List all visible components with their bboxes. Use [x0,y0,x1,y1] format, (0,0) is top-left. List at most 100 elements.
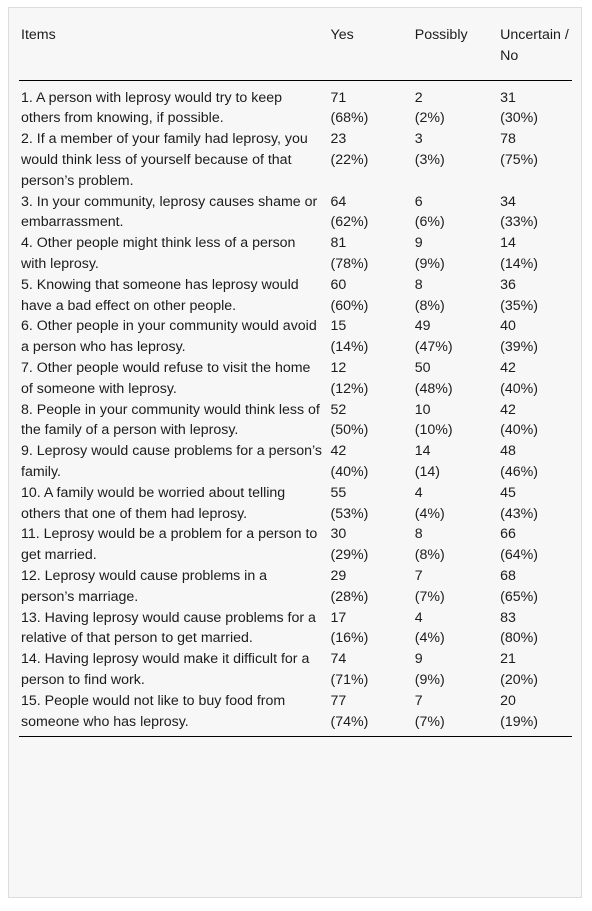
table-row: 5. Knowing that someone has leprosy woul… [19,275,572,317]
yes-cell: 60 (60%) [327,275,415,317]
yes-count: 29 [330,567,347,584]
uncertain-percent: (19%) [500,713,539,730]
possibly-cell: 8 (8%) [415,524,500,566]
yes-percent: (22%) [330,151,369,168]
possibly-cell: 8 (8%) [415,275,500,317]
uncertain-count: 45 [500,484,516,501]
uncertain-percent: (65%) [500,588,539,605]
possibly-count: 4 [414,609,423,626]
table-row: 7. Other people would refuse to visit th… [19,358,572,400]
uncertain-cell: 36 (35%) [500,275,572,317]
possibly-percent: (2%) [414,110,445,127]
table-row: 9. Leprosy would cause problems for a pe… [19,441,572,483]
uncertain-cell: 21 (20%) [500,649,572,691]
possibly-percent: (4%) [414,505,445,522]
table-row: 14. Having leprosy would make it difficu… [19,649,572,691]
item-text: 4. Other people might think less of a pe… [21,235,296,272]
possibly-cell: 3 (3%) [415,129,500,191]
possibly-percent: (6%) [414,214,445,231]
possibly-count: 4 [414,484,423,501]
uncertain-cell: 14 (14%) [500,233,572,275]
uncertain-cell: 42 (40%) [500,400,572,442]
table-row: 8. People in your community would think … [19,400,572,442]
possibly-cell: 2 (2%) [415,80,500,129]
yes-count: 15 [330,318,347,335]
yes-cell: 42 (40%) [327,441,415,483]
uncertain-percent: (35%) [500,297,539,314]
possibly-percent: (3%) [414,151,445,168]
possibly-percent: (47%) [414,339,453,356]
uncertain-percent: (46%) [500,463,539,480]
uncertain-cell: 20 (19%) [500,691,572,737]
yes-cell: 17 (16%) [327,608,415,650]
yes-count: 64 [330,193,347,210]
possibly-count: 6 [414,193,423,210]
item-text: 8. People in your community would think … [21,401,320,439]
uncertain-count: 21 [500,651,516,668]
uncertain-count: 40 [500,318,516,335]
table-row: 6. Other people in your community would … [19,316,572,358]
uncertain-percent: (33%) [500,214,539,231]
possibly-count: 7 [414,567,423,584]
table-frame: Items Yes Possibly Uncertain / No 1. A p… [8,7,582,898]
table-row: 4. Other people might think less of a pe… [19,233,572,275]
possibly-count: 7 [414,692,423,709]
item-text: 11. Leprosy would be a problem for a per… [21,526,318,564]
uncertain-cell: 34 (33%) [500,192,572,234]
yes-cell: 71 (68%) [327,80,415,129]
possibly-cell: 7 (7%) [415,566,500,608]
uncertain-count: 36 [500,276,516,293]
possibly-count: 8 [414,276,423,293]
yes-cell: 12 (12%) [327,358,415,400]
yes-count: 60 [330,276,347,293]
uncertain-count: 68 [500,567,516,584]
stigma-table: Items Yes Possibly Uncertain / No 1. A p… [19,15,572,737]
item-text: 15. People would not like to buy food fr… [21,692,286,730]
uncertain-cell: 68 (65%) [500,566,572,608]
possibly-percent: (8%) [414,547,445,564]
yes-cell: 74 (71%) [327,649,415,691]
uncertain-cell: 42 (40%) [500,358,572,400]
uncertain-cell: 78 (75%) [500,129,572,191]
uncertain-count: 48 [500,443,516,460]
possibly-count: 49 [414,318,431,335]
yes-percent: (74%) [330,713,369,730]
uncertain-percent: (30%) [500,110,539,127]
header-possibly: Possibly [414,27,468,43]
item-text: 7. Other people would refuse to visit th… [21,359,311,397]
header-uncertain-no: Uncertain / No [500,27,569,64]
yes-cell: 29 (28%) [327,566,415,608]
uncertain-count: 31 [500,89,516,106]
uncertain-cell: 66 (64%) [500,524,572,566]
uncertain-percent: (14%) [500,255,539,272]
possibly-count: 14 [414,443,431,460]
uncertain-percent: (80%) [500,630,539,647]
uncertain-cell: 31 (30%) [500,80,572,129]
possibly-percent: (14) [414,463,440,480]
yes-cell: 81 (78%) [327,233,415,275]
yes-cell: 23 (22%) [327,129,415,191]
item-text: 3. In your community, leprosy causes sha… [21,193,318,231]
item-text: 9. Leprosy would cause problems for a pe… [21,443,322,480]
possibly-percent: (9%) [414,671,445,688]
table-body: 1. A person with leprosy would try to ke… [19,80,572,737]
yes-percent: (28%) [330,588,369,605]
item-text: 13. Having leprosy would cause problems … [21,609,316,647]
uncertain-percent: (43%) [500,505,539,522]
yes-count: 17 [330,609,347,626]
yes-percent: (78%) [330,255,369,272]
yes-percent: (68%) [330,110,369,127]
uncertain-percent: (40%) [500,422,539,439]
uncertain-cell: 45 (43%) [500,483,572,525]
uncertain-count: 66 [500,526,516,543]
item-text: 2. If a member of your family had lepros… [21,131,308,189]
table-row: 10. A family would be worried about tell… [19,483,572,525]
possibly-count: 50 [414,359,431,376]
yes-cell: 55 (53%) [327,483,415,525]
yes-cell: 30 (29%) [327,524,415,566]
possibly-count: 9 [414,651,423,668]
yes-count: 42 [330,443,347,460]
yes-count: 77 [330,692,347,709]
possibly-count: 8 [414,526,423,543]
possibly-percent: (7%) [414,713,445,730]
